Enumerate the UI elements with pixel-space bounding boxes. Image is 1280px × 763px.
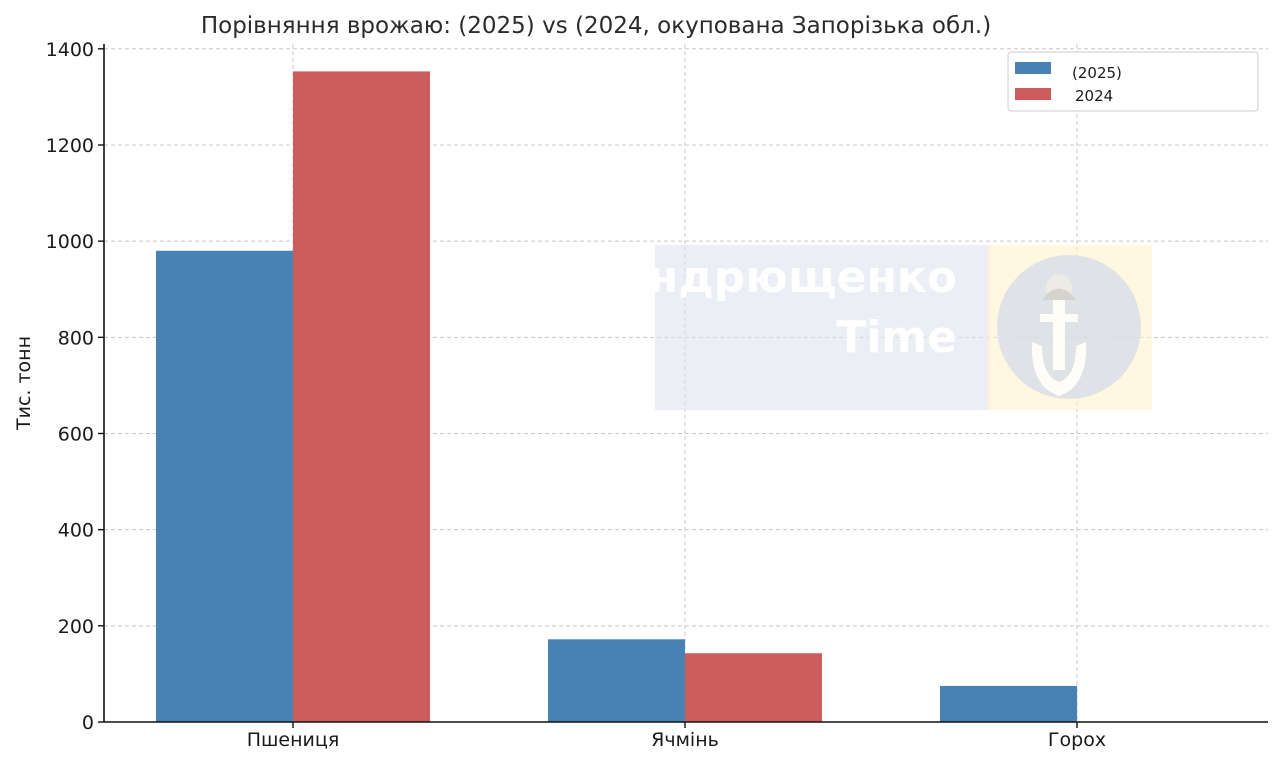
y-tick-label: 400 — [58, 520, 94, 542]
x-tick-label: Горох — [1048, 729, 1106, 751]
bar-series1-0 — [156, 250, 293, 722]
bar-series2-0 — [293, 71, 430, 722]
legend-label-2024: 2024 — [1075, 87, 1113, 105]
y-ticks: 0 200 400 600 800 1000 1200 1400 — [46, 39, 104, 734]
x-ticks: Пшениця Ячмінь Горох — [247, 722, 1106, 751]
bars — [156, 71, 1077, 722]
legend-swatch-2025 — [1015, 62, 1051, 74]
legend: (2025) 2024 — [1007, 51, 1259, 112]
bar-series1-2 — [940, 685, 1077, 722]
y-tick-label: 200 — [58, 616, 94, 638]
anchor-helmet-emblem-icon — [997, 255, 1141, 399]
y-tick-label: 0 — [82, 712, 94, 734]
chart-title: Порівняння врожаю: (2025) vs (2024, окуп… — [201, 13, 991, 39]
watermark: Андрющенко Time — [614, 245, 1152, 410]
x-tick-label: Пшениця — [247, 729, 340, 751]
y-axis-label: Тис. тонн — [13, 336, 35, 431]
y-tick-label: 600 — [58, 423, 94, 445]
y-tick-label: 1200 — [46, 135, 94, 157]
legend-box — [1007, 51, 1259, 112]
x-tick-label: Ячмінь — [651, 729, 719, 751]
watermark-panel — [655, 245, 990, 410]
y-tick-label: 800 — [58, 327, 94, 349]
legend-label-2025: (2025) — [1072, 64, 1122, 82]
watermark-line2: Time — [836, 312, 957, 363]
watermark-line1: Андрющенко — [614, 252, 957, 303]
legend-swatch-2024 — [1015, 88, 1051, 100]
y-tick-label: 1000 — [46, 231, 94, 253]
bar-series2-1 — [685, 653, 822, 722]
bar-series1-1 — [548, 639, 685, 722]
y-tick-label: 1400 — [46, 39, 94, 61]
